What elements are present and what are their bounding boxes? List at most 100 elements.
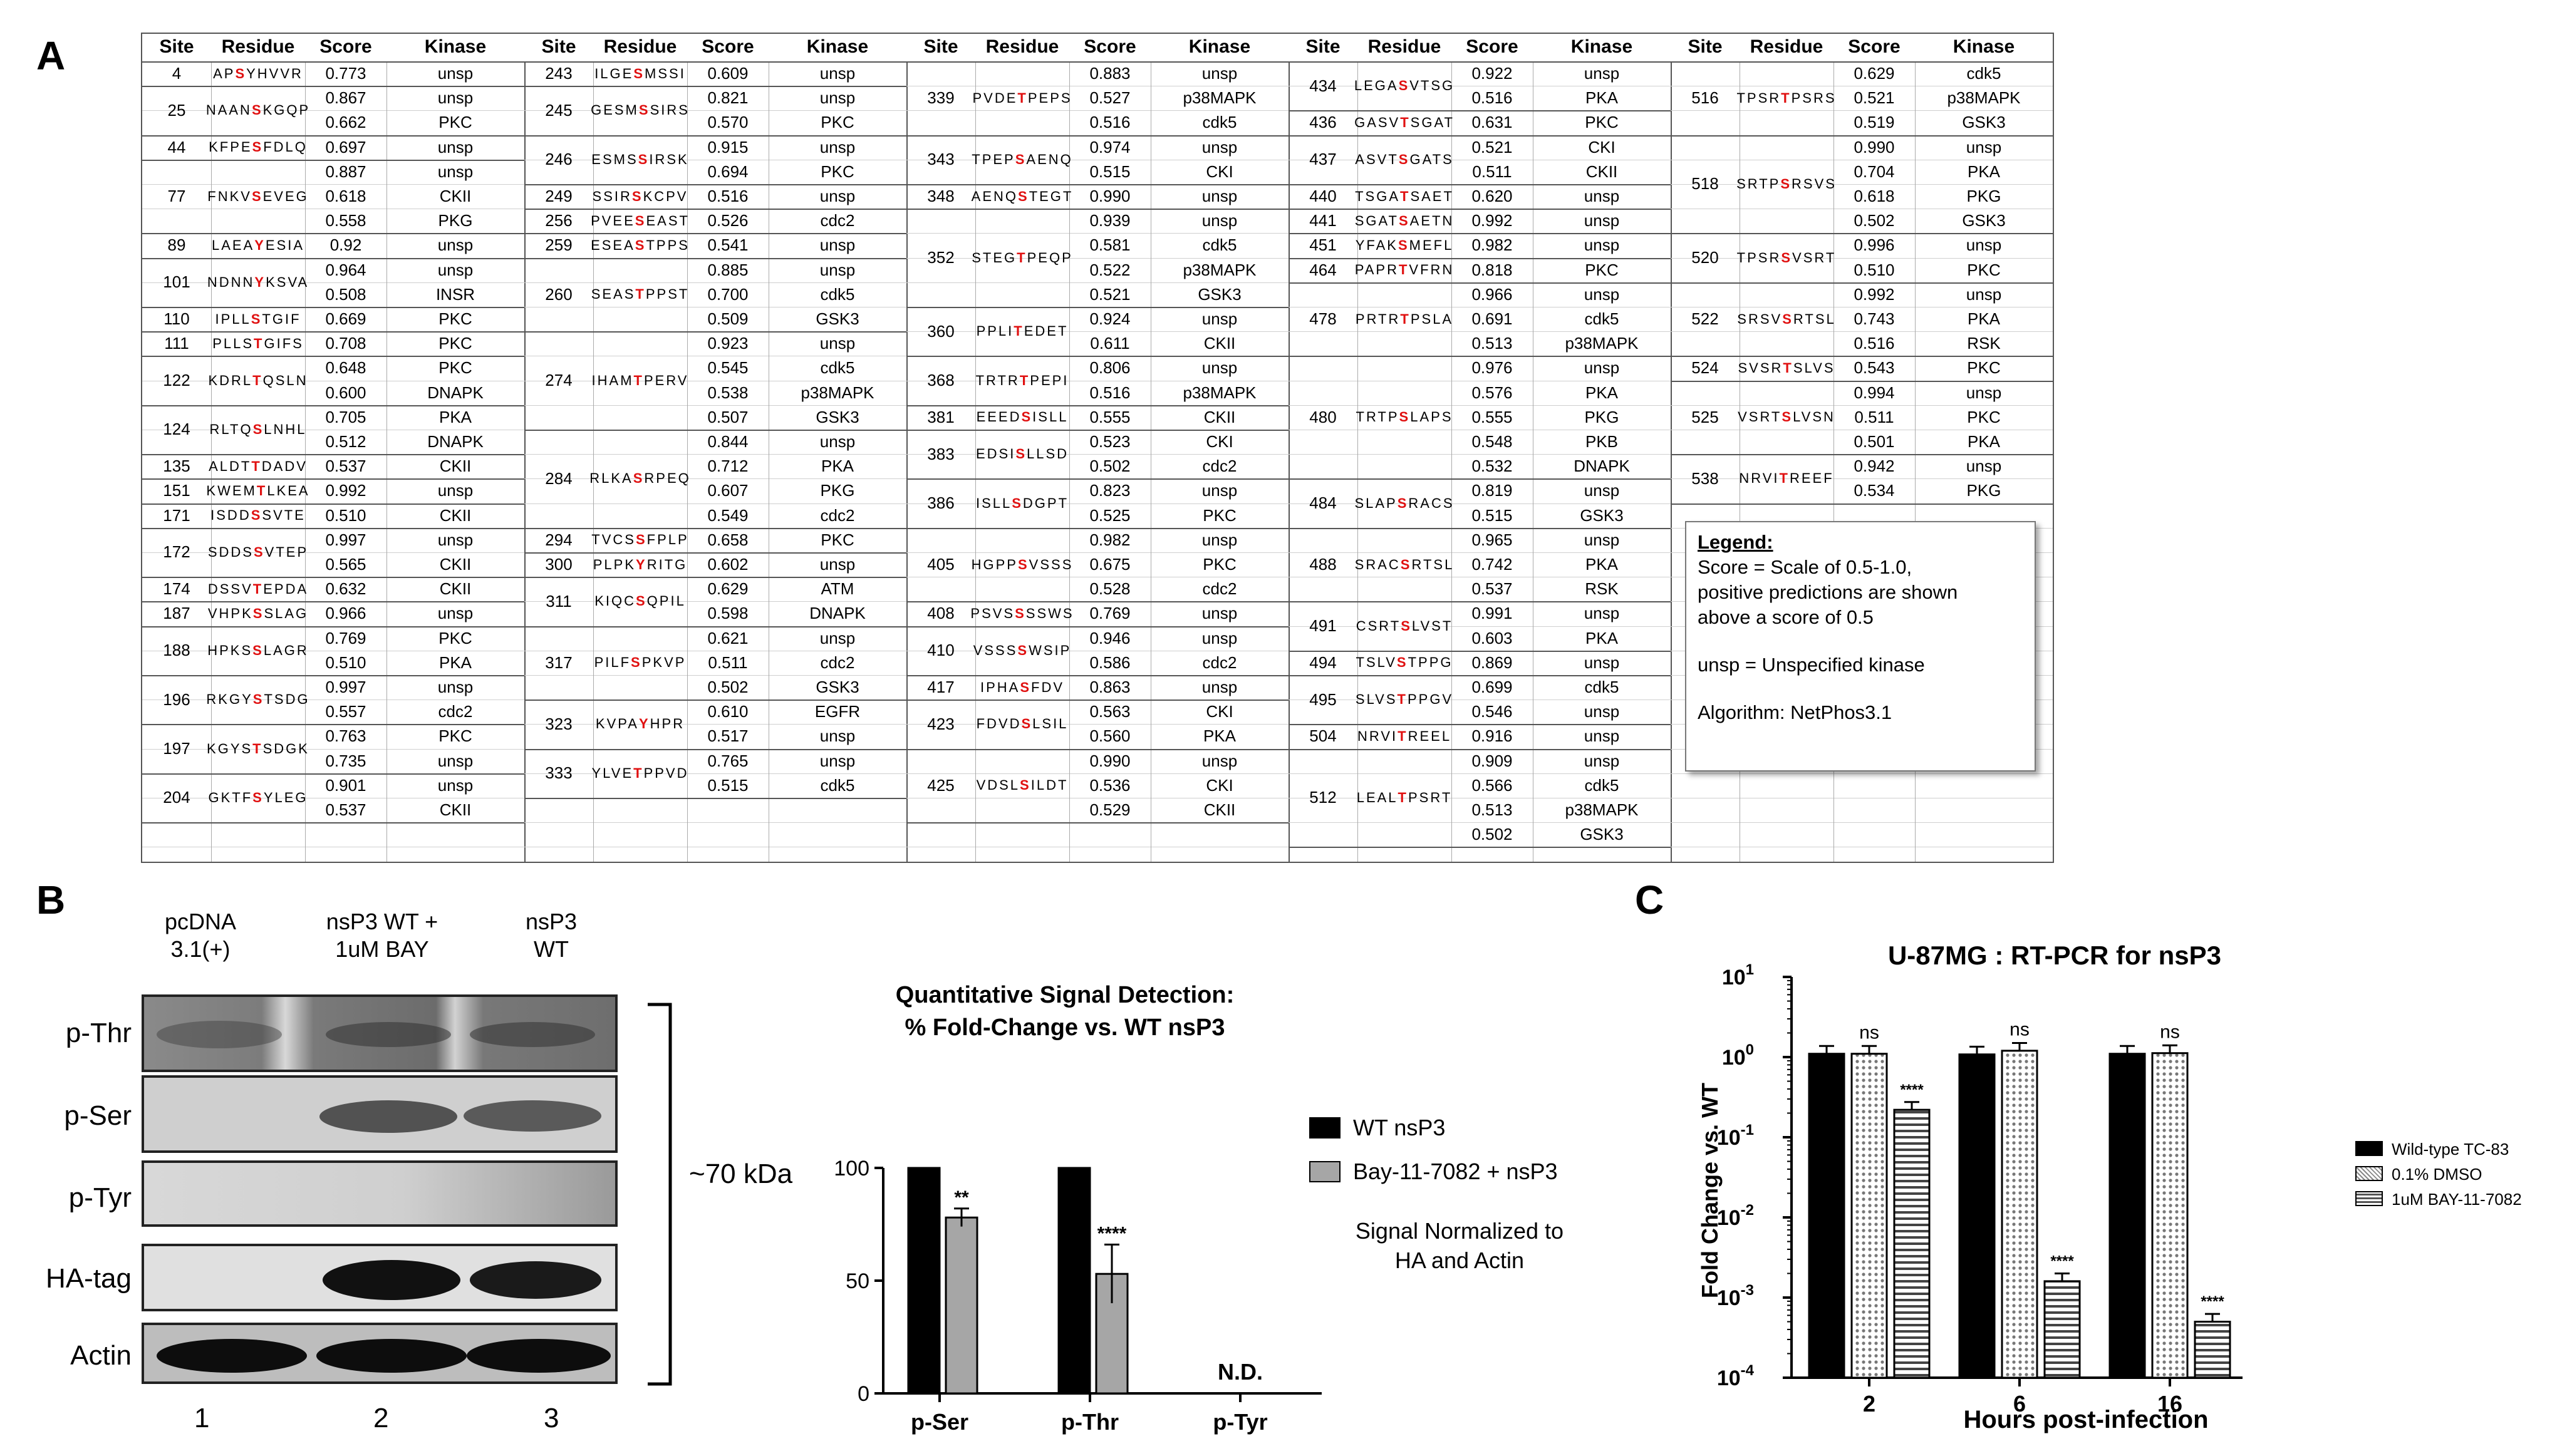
residue-flank: ESMS (591, 151, 638, 167)
site-cell: 441 (1309, 211, 1337, 230)
site-cell: 495 (1309, 689, 1337, 709)
site-cell: 410 (927, 641, 955, 660)
residue-cell: PAPR T VFRN (1355, 258, 1453, 282)
blot-label-actin: Actin (70, 1340, 132, 1371)
residue-cell: PPLI T EDET (975, 307, 1069, 356)
grid-line (524, 405, 906, 406)
phosphosite-group: 441 SGAT S AETN 0.992 unsp (1289, 209, 1671, 235)
phosphosite-group: 495 SLVS T PPGV 0.699 cdk5 0.546 unsp (1289, 675, 1671, 726)
phosphosite-group: 294 TVCS S FPLP 0.658 PKC (524, 528, 906, 554)
residue-flank: PPGV (1407, 691, 1454, 708)
kinase-cell: unsp (819, 88, 856, 108)
significance-label: **** (1097, 1223, 1127, 1244)
score-cell: 0.699 (1471, 678, 1513, 696)
score-cell: 0.510 (325, 653, 366, 672)
kinase-cell: unsp (437, 88, 474, 108)
prediction-row: 0.735 unsp (142, 749, 524, 773)
residue-cell: PRTR T PSLA (1356, 282, 1451, 356)
score-cell: 0.523 (1089, 432, 1131, 451)
phosphosite-group: 122 KDRL T QSLN 0.648 PKC 0.600 DNAPK (142, 356, 524, 406)
prediction-row: 0.508 INSR (142, 282, 524, 306)
phosphosite-group: 101 NDNN Y KSVA 0.964 unsp 0.508 INSR (142, 258, 524, 308)
score-cell: 0.946 (1089, 628, 1131, 648)
site-cell: 383 (927, 444, 955, 463)
kinase-cell: unsp (819, 260, 856, 279)
kinase-cell: GSK3 (1198, 284, 1242, 304)
band-pthr-lane3 (470, 1022, 595, 1047)
kinase-cell: ATM (821, 579, 854, 599)
residue-cell: KDRL T QSLN (208, 356, 306, 405)
residue-flank: SLAP (1354, 495, 1398, 511)
residue-cell: TSGA T SAET (1355, 184, 1452, 209)
site-cell: 246 (545, 150, 573, 169)
residue-cell: SRTP S RSVS (1736, 135, 1835, 234)
residue-flank: TGIF (262, 311, 301, 327)
phosphosite-group: 423 FDVD S LSIL 0.563 CKI 0.560 PKA (906, 700, 1289, 750)
residue-flank: STEG (972, 249, 1017, 266)
prediction-row: 0.997 unsp (142, 675, 524, 699)
kinase-cell: PKC (438, 358, 472, 378)
prediction-row: 0.883 unsp (906, 61, 1289, 85)
residue-cell: KFPE S FDLQ (209, 135, 306, 160)
score-cell: 0.522 (1089, 260, 1131, 279)
residue-flank: SSIR (592, 188, 632, 204)
kinase-cell: p38MAPK (1183, 88, 1257, 108)
header-cell: Score (319, 36, 372, 57)
phosphosite-group: 488 SRAC S RTSL 0.965 unsp 0.742 PKA 0.537 RSK (1289, 528, 1671, 603)
kinase-cell: PKC (1967, 260, 2001, 279)
score-cell: 0.992 (1854, 284, 1895, 304)
x-tick-label: p-Tyr (1213, 1409, 1267, 1435)
prediction-row: 0.611 CKII (906, 331, 1289, 355)
kinase-cell: CKI (1206, 775, 1233, 795)
residue-site: S (1021, 716, 1033, 732)
header-cell: Score (1084, 36, 1136, 57)
y-tick-label: 10-4 (1717, 1362, 1755, 1390)
phosphosite-group: 124 RLTQ S LNHL 0.705 PKA 0.512 DNAPK (142, 405, 524, 456)
header-cell: Site (923, 36, 958, 57)
residue-flank: KDRL (208, 372, 253, 388)
prediction-row: 0.990 unsp (906, 749, 1289, 773)
residue-flank: TVCS (591, 532, 636, 548)
lane-number-3: 3 (544, 1403, 559, 1433)
y-tick-label: 101 (1722, 961, 1754, 989)
residue-flank: AENQ (1026, 151, 1073, 167)
site-cell: 516 (1691, 88, 1719, 108)
site-cell: 151 (163, 481, 190, 500)
site-cell: 197 (163, 739, 190, 758)
score-cell: 0.513 (1471, 800, 1513, 819)
residue-flank: LVST (1411, 617, 1453, 634)
table-legend: Legend: Score = Scale of 0.5-1.0, positi… (1685, 521, 2036, 772)
grid-line (906, 724, 1289, 725)
prediction-row: 0.965 unsp (1289, 528, 1671, 552)
score-cell: 0.769 (1089, 604, 1131, 623)
residue-cell: SDDS S VTEP (208, 528, 306, 577)
grid-line (1671, 405, 2053, 406)
grid-line (906, 503, 1289, 504)
site-cell: 494 (1309, 653, 1337, 672)
prediction-row: 0.669 PKC (142, 307, 524, 331)
kinase-cell: unsp (1201, 309, 1238, 328)
kinase-cell: unsp (819, 432, 856, 451)
score-cell: 0.576 (1471, 383, 1513, 402)
site-cell: 423 (927, 714, 955, 733)
y-tick-label: 50 (846, 1269, 869, 1293)
score-cell: 0.526 (707, 211, 749, 230)
kinase-cell: GSK3 (816, 407, 859, 426)
site-cell: 451 (1309, 235, 1337, 255)
table-header: Site Residue Score Kinase (524, 34, 906, 63)
residue-flank: PPST (645, 286, 690, 302)
residue-flank: DGPT (1022, 495, 1069, 511)
residue-cell: VSRT S LVSN (1738, 381, 1833, 455)
residue-flank: PLLS (212, 335, 254, 351)
residue-cell: NRVI T REEF (1739, 454, 1833, 503)
kinase-cell: p38MAPK (801, 383, 874, 402)
phosphosite-group: 484 SLAP S RACS 0.819 unsp 0.515 GSK3 (1289, 478, 1671, 529)
kinase-cell: unsp (437, 137, 474, 157)
prediction-row: 0.974 unsp (906, 135, 1289, 159)
score-cell: 0.694 (707, 162, 749, 181)
site-cell: 538 (1691, 468, 1719, 488)
kinase-cell: CKII (1203, 407, 1236, 426)
residue-site: S (1020, 679, 1032, 695)
prediction-row: 0.603 PKA (1289, 626, 1671, 650)
residue-flank: GESM (591, 102, 639, 118)
